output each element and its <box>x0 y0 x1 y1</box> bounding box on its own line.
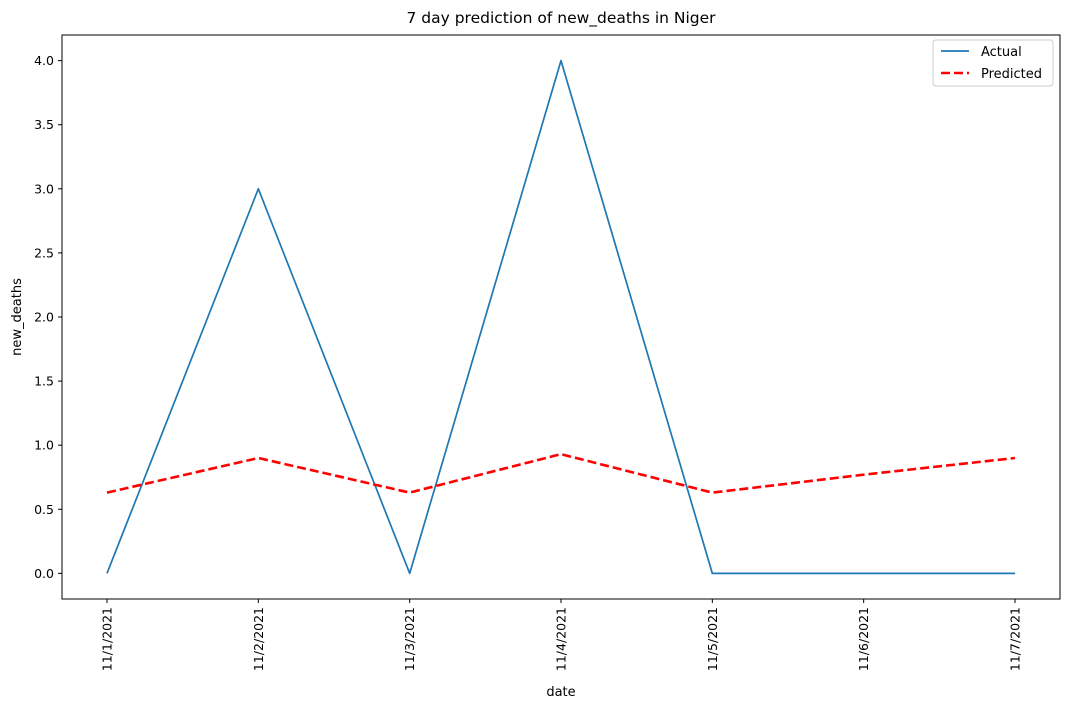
x-tick-label: 11/5/2021 <box>705 607 720 671</box>
y-tick-label: 1.5 <box>34 374 54 389</box>
y-tick-label: 0.5 <box>34 502 54 517</box>
x-tick-label: 11/1/2021 <box>100 607 115 671</box>
y-tick-label: 2.0 <box>34 310 54 325</box>
x-tick-label: 11/4/2021 <box>554 607 569 671</box>
legend-label: Predicted <box>981 67 1042 82</box>
legend-label: Actual <box>981 45 1022 60</box>
x-tick-label: 11/7/2021 <box>1008 607 1023 671</box>
x-axis: 11/1/2021 11/2/2021 11/3/2021 11/4/2021 11/5… <box>100 599 1023 671</box>
series-line-actual <box>106 59 1015 575</box>
y-tick-label: 0.0 <box>34 566 54 581</box>
y-axis-label: new_deaths <box>10 278 25 356</box>
series-line-predicted <box>106 452 1016 494</box>
series-group <box>106 59 1016 575</box>
y-tick-label: 2.5 <box>34 245 54 260</box>
y-tick-label: 1.0 <box>34 438 54 453</box>
x-tick-label: 11/3/2021 <box>402 607 417 671</box>
x-tick-label: 11/6/2021 <box>856 607 871 671</box>
y-tick-label: 3.0 <box>34 181 54 196</box>
x-tick-label: 11/2/2021 <box>251 607 266 671</box>
y-tick-label: 3.5 <box>34 117 54 132</box>
plot-area <box>61 34 1061 600</box>
chart-title: 7 day prediction of new_deaths in Niger <box>406 9 716 28</box>
y-axis: 0.0 0.5 1.0 1.5 2.0 2.5 3.0 3.5 4.0 <box>34 53 62 581</box>
y-tick-label: 4.0 <box>34 53 54 68</box>
x-axis-label: date <box>546 685 575 700</box>
legend: Actual Predicted <box>932 39 1054 87</box>
